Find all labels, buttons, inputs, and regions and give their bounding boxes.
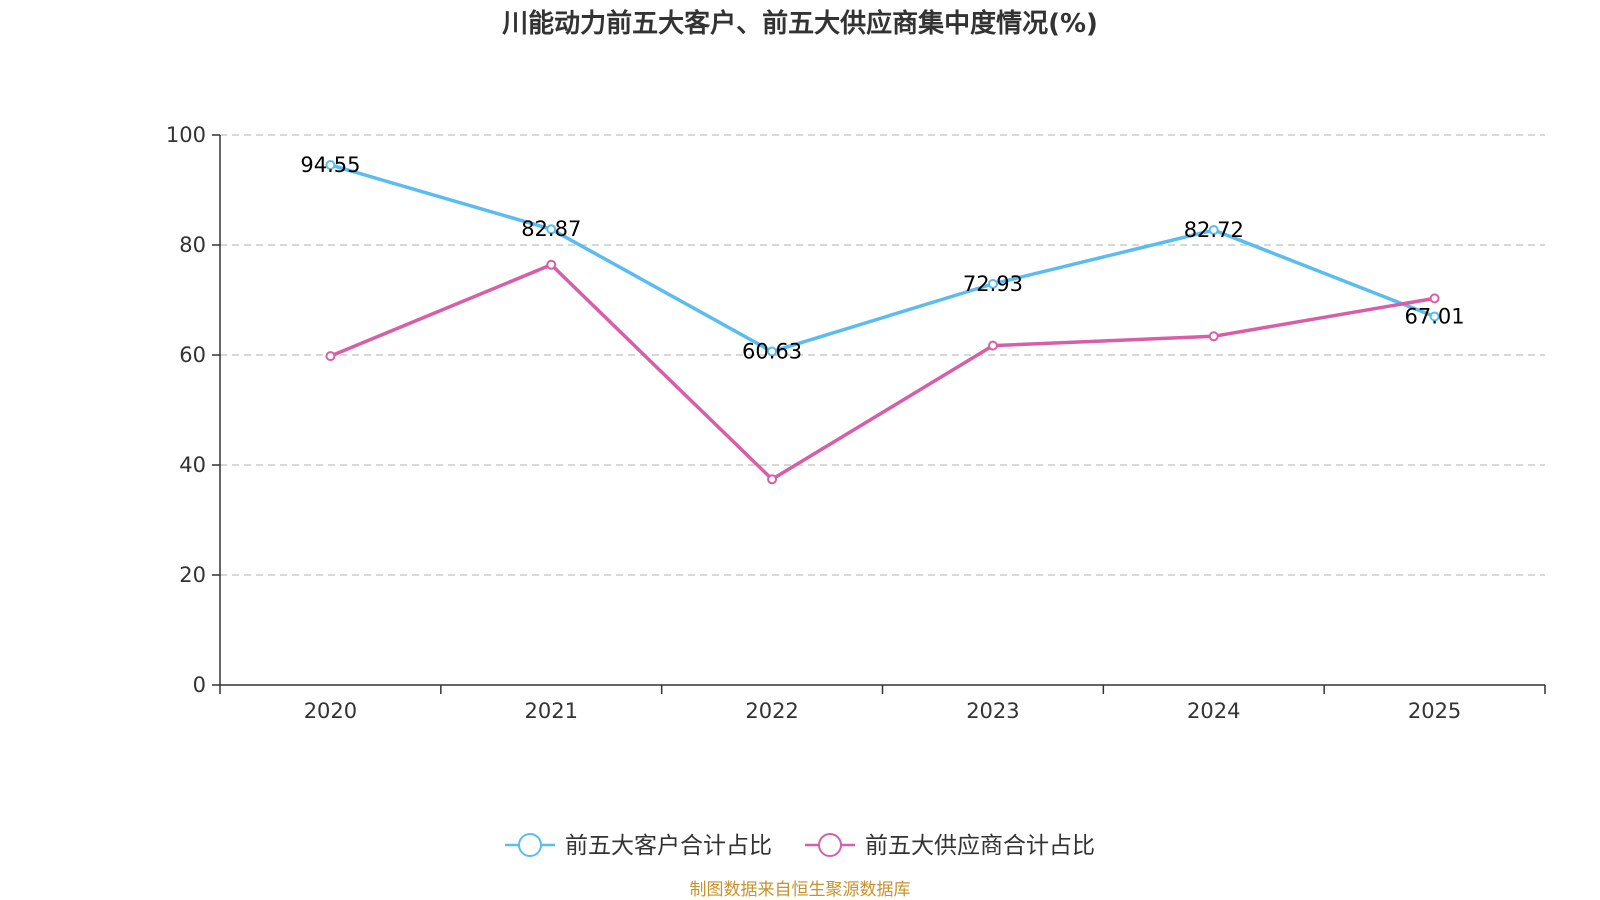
series-lines (325, 159, 1440, 485)
data-point[interactable] (767, 346, 778, 357)
chart-title: 川能动力前五大客户、前五大供应商集中度情况(%) (502, 8, 1098, 39)
legend[interactable]: 前五大客户合计占比 前五大供应商合计占比 (505, 833, 1095, 859)
data-point[interactable] (767, 474, 778, 485)
data-label: 60.63 (742, 340, 802, 364)
x-tick-label: 2022 (745, 699, 798, 723)
legend-swatch-marker (818, 833, 842, 857)
data-label: 82.72 (1184, 218, 1244, 242)
data-point[interactable] (1429, 311, 1440, 322)
data-label: 82.87 (521, 217, 581, 241)
x-tick-label: 2020 (304, 699, 357, 723)
data-point[interactable] (325, 159, 336, 170)
legend-item-label[interactable]: 前五大供应商合计占比 (865, 833, 1095, 859)
data-point[interactable] (987, 278, 998, 289)
data-labels: 94.55 82.87 60.63 72.93 82.72 67.01 (300, 153, 1464, 364)
legend-item-label[interactable]: 前五大客户合计占比 (565, 833, 772, 859)
data-label: 94.55 (300, 153, 360, 177)
series-line-2 (329, 263, 1435, 482)
y-tick-label: 0 (193, 673, 206, 697)
source-note: 制图数据来自恒生聚源数据库 (690, 880, 911, 900)
y-tick-label: 80 (179, 233, 206, 257)
data-label: 67.01 (1405, 304, 1465, 328)
y-tick-label: 100 (166, 123, 206, 147)
data-point[interactable] (325, 351, 336, 362)
series-line-1 (329, 163, 1436, 354)
y-tick-label: 40 (179, 453, 206, 477)
x-tick-label: 2025 (1408, 699, 1461, 723)
x-tick-label: 2021 (525, 699, 578, 723)
data-point[interactable] (546, 224, 557, 235)
data-point[interactable] (1208, 331, 1219, 342)
axes: 0 20 40 60 80 100 2020 2021 2022 2023 2024 2025 (166, 123, 1546, 723)
x-tick-label: 2023 (966, 699, 1019, 723)
data-point[interactable] (987, 340, 998, 351)
data-point[interactable] (1208, 225, 1219, 236)
legend-swatch-marker (518, 833, 542, 857)
grid-lines (220, 134, 1545, 576)
y-tick-label: 60 (179, 343, 206, 367)
data-label: 72.93 (963, 272, 1023, 296)
data-point[interactable] (546, 259, 557, 270)
data-point[interactable] (1429, 293, 1440, 304)
y-tick-label: 20 (179, 563, 206, 587)
x-tick-label: 2024 (1187, 699, 1240, 723)
